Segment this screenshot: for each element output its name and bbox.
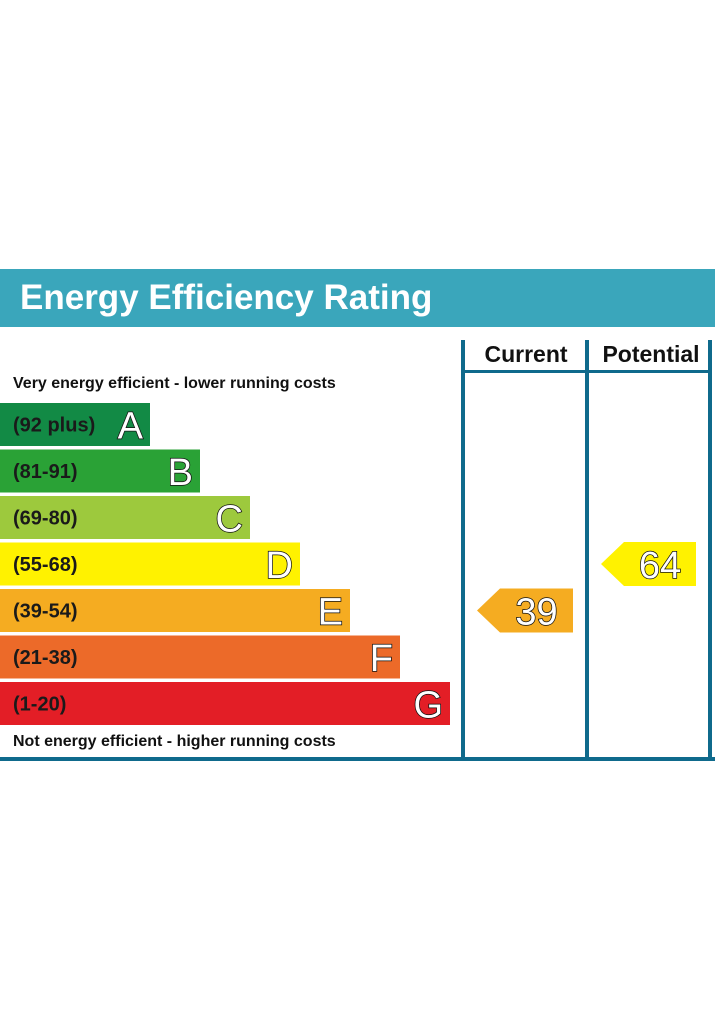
- band-d-bar: [0, 542, 300, 586]
- bands-layer: (92 plus) A (81-91) B (69-80) C (55-68) D (39-54…: [0, 403, 450, 727]
- potential-column-header: Potential: [602, 341, 699, 367]
- title-bar: [0, 269, 715, 327]
- band-b-bar: [0, 449, 200, 493]
- band-d-range: (55-68): [13, 554, 77, 576]
- band-g-bar: [0, 682, 450, 725]
- frame-layer: [0, 340, 715, 761]
- band-b-range: (81-91): [13, 461, 77, 483]
- band-d-letter: D: [266, 545, 293, 587]
- top-caption: Very energy efficient - lower running co…: [13, 375, 336, 392]
- current-rating-arrow: [477, 588, 573, 633]
- band-g-letter: G: [413, 685, 443, 727]
- chart-title: Energy Efficiency Rating: [20, 278, 432, 317]
- ratings-layer: 39 64: [477, 542, 696, 634]
- current-column-left-border: [461, 340, 465, 758]
- potential-rating-arrow: [601, 542, 696, 586]
- band-b-letter: B: [168, 452, 193, 494]
- bottom-caption: Not energy efficient - higher running co…: [13, 733, 336, 750]
- header-underline: [461, 370, 712, 373]
- column-divider: [585, 340, 589, 758]
- band-c-range: (69-80): [13, 508, 77, 530]
- potential-rating-value: 64: [639, 545, 681, 587]
- band-a-range: (92 plus): [13, 415, 95, 437]
- band-e-bar: [0, 589, 350, 632]
- band-a-bar: [0, 403, 150, 446]
- band-c-letter: C: [216, 499, 243, 541]
- chart-bottom-border: [0, 757, 715, 761]
- current-column-header: Current: [484, 341, 567, 367]
- potential-column-right-border: [708, 340, 712, 758]
- band-f-range: (21-38): [13, 647, 77, 669]
- band-g-range: (1-20): [13, 694, 66, 716]
- band-a-letter: A: [118, 406, 144, 448]
- band-c-bar: [0, 496, 250, 539]
- band-e-letter: E: [318, 592, 343, 634]
- band-e-range: (39-54): [13, 601, 77, 623]
- band-f-letter: F: [370, 638, 393, 680]
- band-f-bar: [0, 635, 400, 679]
- current-rating-value: 39: [515, 592, 557, 634]
